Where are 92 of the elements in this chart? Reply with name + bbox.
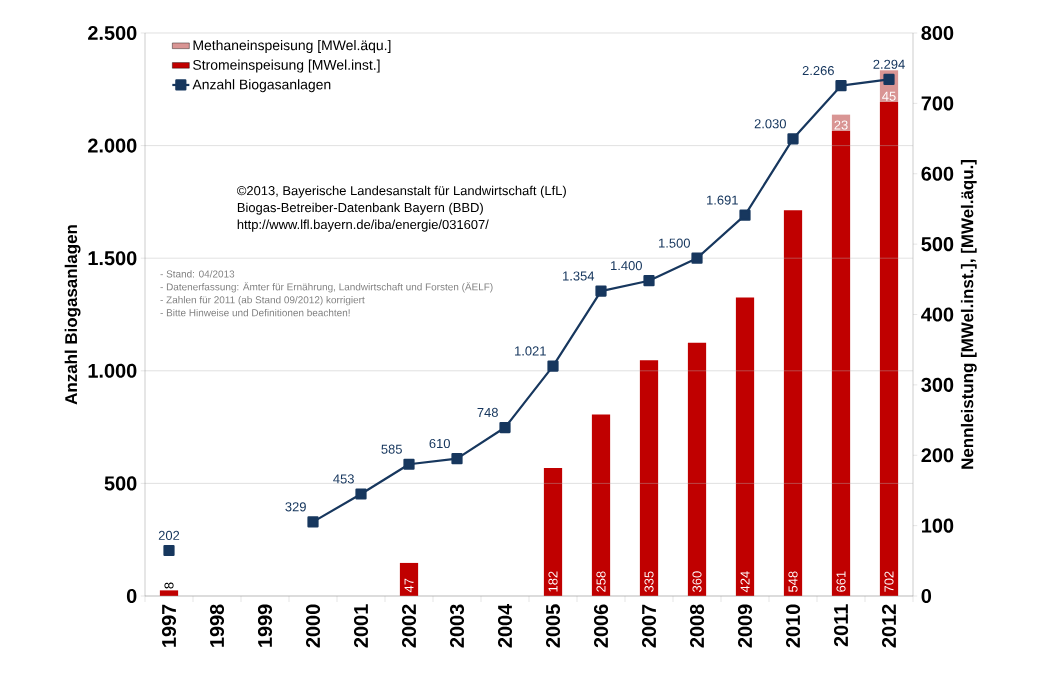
data-label: 1.021 — [515, 346, 546, 356]
x-tick-label: 1999 — [257, 604, 273, 647]
y2-tick-label: 100 — [922, 518, 954, 533]
bar — [831, 130, 851, 596]
point — [307, 516, 319, 528]
data-label: 8 — [164, 582, 174, 589]
data-label: 585 — [381, 444, 402, 454]
y-tick-label: 2.000 — [88, 138, 137, 153]
bar — [591, 414, 611, 596]
bar — [639, 360, 659, 596]
data-label: 610 — [429, 438, 450, 449]
data-label: 661 — [836, 571, 846, 592]
point — [643, 275, 655, 287]
annotation: ©2013, Bayerische Landesanstalt für Landwirtschaft (LfL) — [237, 185, 566, 198]
data-label: 258 — [596, 571, 606, 592]
y-tick-label: 0 — [126, 588, 137, 604]
annotation: - Bitte Hinweise und Definitionen beachten! — [160, 309, 350, 317]
legend-label: Stromeinspeisung [MWel.inst.] — [193, 59, 380, 73]
x-tick-label: 2002 — [401, 604, 417, 648]
data-label: 2.030 — [754, 119, 786, 129]
y2-tick-label: 200 — [921, 448, 954, 463]
legend-label: Methaneinspeisung [MWel.äqu.] — [193, 39, 391, 53]
x-tick-label: 2007 — [641, 604, 657, 648]
x-tick-label: 2009 — [737, 604, 753, 648]
point — [499, 421, 511, 434]
point — [787, 133, 799, 145]
point — [547, 360, 559, 372]
x-tick-label: 1998 — [209, 604, 225, 647]
data-label: 1.691 — [707, 195, 738, 205]
x-tick-label: 2008 — [689, 604, 705, 648]
point — [835, 80, 847, 92]
data-label: 1.400 — [611, 261, 642, 271]
point — [739, 209, 751, 221]
y2-tick-label: 700 — [921, 96, 954, 111]
annotation: - Datenerfassung: Ämter für Ernährung, Landwirtschaft und Forsten (ÄELF) — [160, 281, 493, 293]
data-label: 45 — [882, 91, 896, 101]
x-tick-label: 1997 — [161, 604, 177, 647]
annotation: - Stand: 04/2013 — [160, 270, 235, 278]
point — [451, 453, 463, 465]
y2-tick-label: 500 — [921, 237, 954, 252]
bar — [399, 562, 419, 596]
bar — [783, 210, 803, 596]
x-tick-label: 2012 — [881, 604, 897, 648]
x-tick-label: 2006 — [593, 604, 609, 648]
data-label: 702 — [884, 571, 894, 592]
y-tick-label: 1.000 — [88, 363, 137, 378]
x-tick-label: 2003 — [449, 604, 465, 648]
data-label: 2.294 — [873, 59, 905, 69]
bar — [879, 101, 899, 596]
bar — [735, 297, 755, 596]
data-label: 548 — [788, 571, 798, 592]
y2-axis-title: Nennleistung [MWel.inst.], [MWel.äqu.] — [960, 160, 977, 469]
point — [355, 488, 367, 500]
y2-tick-label: 300 — [921, 377, 954, 392]
x-tick-label: 2005 — [545, 604, 561, 648]
point — [883, 73, 895, 85]
x-tick-label: 2004 — [497, 603, 513, 648]
annotation: Biogas-Betreiber-Datenbank Bayern (BBD) — [237, 202, 483, 215]
y-tick-label: 500 — [104, 476, 137, 491]
x-tick-label: 2010 — [785, 604, 801, 648]
point — [403, 458, 415, 470]
data-label: 47 — [404, 578, 414, 593]
x-tick-label: 2011 — [833, 604, 849, 647]
bar — [543, 467, 563, 596]
data-label: 335 — [644, 571, 654, 592]
point — [595, 285, 607, 297]
data-label: 453 — [333, 474, 354, 484]
data-label: 360 — [692, 571, 702, 592]
annotation: http://www.lfl.bayern.de/iba/energie/031607/ — [237, 219, 489, 232]
data-label: 1.500 — [659, 238, 690, 248]
y2-tick-label: 400 — [921, 307, 954, 322]
y-axis-title: Anzahl Biogasanlagen — [64, 225, 81, 405]
data-label: 202 — [158, 530, 180, 540]
y2-tick-label: 0 — [921, 588, 932, 604]
y-tick-label: 1.500 — [88, 251, 137, 266]
data-label: 2.266 — [802, 66, 834, 76]
y-tick-label: 2.500 — [88, 25, 137, 41]
data-label: 424 — [740, 571, 750, 593]
legend-label: Anzahl Biogasanlagen — [192, 79, 331, 93]
data-label: 748 — [477, 407, 498, 418]
point — [163, 544, 175, 557]
annotation: - Zahlen für 2011 (ab Stand 09/2012) korrigiert — [160, 296, 365, 306]
data-label: 23 — [834, 120, 848, 130]
point — [691, 252, 703, 264]
data-label: 1.354 — [563, 271, 595, 281]
data-label: 329 — [285, 502, 306, 512]
y2-tick-label: 800 — [921, 25, 954, 41]
y2-tick-label: 600 — [921, 166, 954, 181]
data-label: 182 — [548, 571, 558, 592]
x-tick-label: 2000 — [305, 604, 321, 648]
bar — [687, 342, 707, 596]
x-tick-label: 2001 — [353, 604, 369, 648]
